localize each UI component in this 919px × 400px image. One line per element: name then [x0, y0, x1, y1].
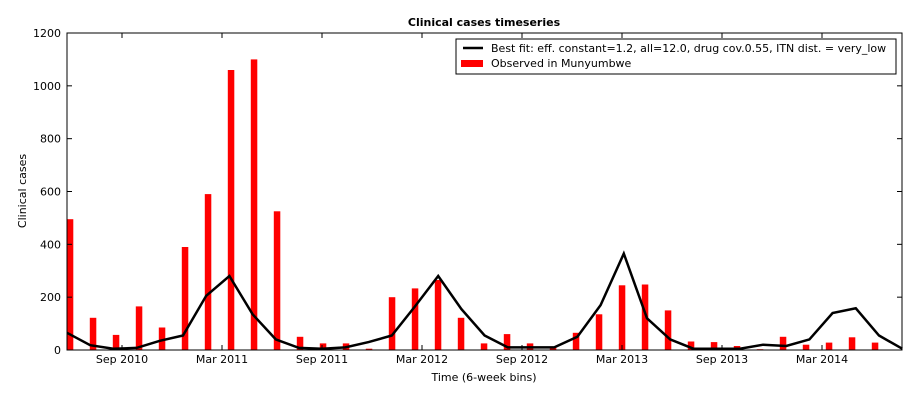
- bar-observed: [572, 332, 580, 350]
- x-tick-label: Mar 2011: [196, 353, 248, 366]
- y-axis: 0 200 400 600 800 1000 1200: [33, 27, 902, 357]
- legend-bar-swatch: [461, 60, 483, 67]
- bar-observed: [66, 219, 74, 350]
- bar-observed: [779, 336, 787, 350]
- legend-label-observed: Observed in Munyumbwe: [491, 57, 632, 70]
- legend-label-fit: Best fit: eff. constant=1.2, all=12.0, d…: [491, 42, 886, 55]
- y-tick-label: 800: [40, 133, 61, 146]
- bar-observed: [641, 284, 649, 350]
- bar-observed: [825, 342, 833, 350]
- bar-observed: [549, 347, 557, 350]
- x-axis-label: Time (6-week bins): [430, 371, 536, 384]
- bar-observed: [89, 317, 97, 350]
- bar-observed: [227, 70, 235, 350]
- bar-observed: [710, 342, 718, 350]
- bar-observed: [687, 341, 695, 350]
- y-axis-label: Clinical cases: [16, 154, 29, 228]
- x-tick-label: Mar 2013: [596, 353, 648, 366]
- y-tick-label: 1000: [33, 80, 61, 93]
- bar-observed: [388, 297, 396, 350]
- legend-box: [455, 38, 897, 75]
- bar-observed: [296, 336, 304, 350]
- bar-observed: [664, 310, 672, 350]
- bar-observed: [434, 280, 442, 350]
- x-tick-label: Sep 2011: [296, 353, 348, 366]
- bar-observed: [204, 194, 212, 350]
- y-tick-label: 1200: [33, 27, 61, 40]
- x-tick-label: Sep 2010: [96, 353, 148, 366]
- bar-observed: [802, 344, 810, 350]
- x-tick-label: Mar 2014: [796, 353, 848, 366]
- legend: Best fit: eff. constant=1.2, all=12.0, d…: [455, 38, 897, 75]
- bar-observed: [457, 317, 465, 350]
- y-tick-label: 600: [40, 186, 61, 199]
- bar-observed: [158, 327, 166, 350]
- bar-observed: [365, 348, 373, 350]
- x-axis: Sep 2010 Mar 2011 Sep 2011 Mar 2012 Sep 2012…: [96, 33, 848, 366]
- y-tick-label: 0: [54, 344, 61, 357]
- best-fit-line: [66, 250, 903, 350]
- bar-observed: [112, 334, 120, 350]
- bar-observed: [848, 337, 856, 350]
- chart-title: Clinical cases timeseries: [408, 16, 561, 29]
- bar-observed: [319, 343, 327, 350]
- bar-observed: [273, 211, 281, 350]
- bar-observed: [618, 285, 626, 350]
- bar-observed: [135, 306, 143, 350]
- bar-observed: [871, 342, 879, 350]
- bars-group: [66, 59, 879, 351]
- plot-frame: [66, 32, 903, 351]
- y-tick-label: 200: [40, 291, 61, 304]
- bar-observed: [181, 247, 189, 350]
- x-tick-label: Sep 2012: [496, 353, 548, 366]
- bar-observed: [503, 334, 511, 350]
- bar-observed: [250, 59, 258, 351]
- y-tick-label: 400: [40, 238, 61, 251]
- bar-observed: [480, 343, 488, 350]
- bar-observed: [411, 288, 419, 350]
- bar-observed: [595, 314, 603, 350]
- x-tick-label: Mar 2012: [396, 353, 448, 366]
- x-tick-label: Sep 2013: [696, 353, 748, 366]
